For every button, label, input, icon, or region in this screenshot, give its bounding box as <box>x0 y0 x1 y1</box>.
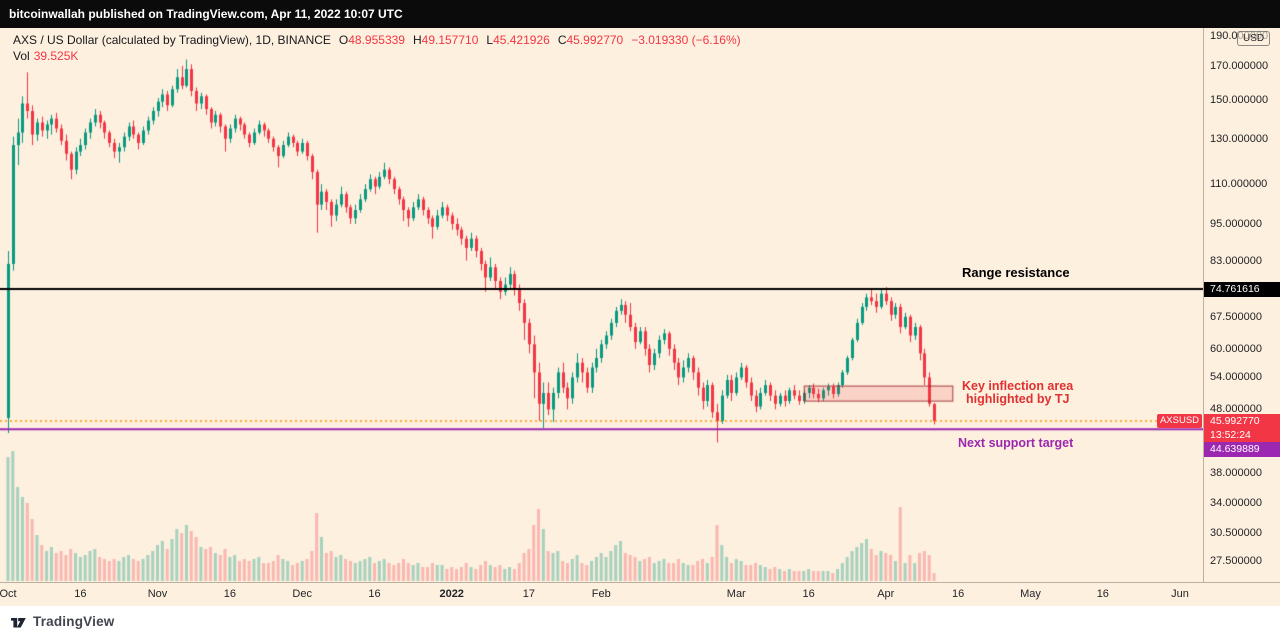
high-label: H <box>412 33 422 47</box>
time-tick-label: 16 <box>74 588 87 600</box>
close-label: C <box>557 33 567 47</box>
time-tick-label: 16 <box>802 588 815 600</box>
price-tick-label: 27.500000 <box>1210 554 1262 567</box>
attribution-text: bitcoinwallah published on TradingView.c… <box>9 7 403 21</box>
price-tick-label: 60.000000 <box>1210 342 1262 355</box>
time-tick-label: Dec <box>292 588 312 600</box>
time-tick-label: 16 <box>952 588 965 600</box>
time-tick-label: Nov <box>147 588 168 600</box>
time-tick-label: 16 <box>223 588 236 600</box>
price-tick-label: 170.000000 <box>1210 59 1269 72</box>
price-tick-label: 110.000000 <box>1210 178 1268 191</box>
close-value: 45.992770 <box>566 33 624 47</box>
time-tick-label: 16 <box>368 588 381 600</box>
time-tick-label: Apr <box>877 588 895 600</box>
price-tick-label: 48.000000 <box>1210 403 1262 416</box>
low-value: 45.421926 <box>493 33 550 47</box>
price-tick-label: 130.000000 <box>1210 132 1269 145</box>
price-tick-label: 95.000000 <box>1210 217 1262 230</box>
time-tick-label: Jun <box>1171 588 1189 600</box>
chart-legend[interactable]: AXS / US Dollar (calculated by TradingVi… <box>13 33 741 47</box>
price-tick-label: 34.000000 <box>1210 497 1262 510</box>
symbol-title: AXS / US Dollar (calculated by TradingVi… <box>13 33 331 47</box>
price-axis[interactable]: 190.000000170.000000150.000000130.000000… <box>1203 28 1280 606</box>
open-label: O <box>338 33 349 47</box>
footer-bar: TradingView <box>0 606 1280 640</box>
volume-value: 39.525K <box>33 49 79 63</box>
time-tick-label: 2022 <box>439 588 464 600</box>
tradingview-logo-icon <box>11 618 26 628</box>
price-tick-label: 83.000000 <box>1210 254 1262 267</box>
change-value: −3.019330 (−6.16%) <box>631 33 741 47</box>
time-tick-label: 17 <box>522 588 535 600</box>
time-axis[interactable]: Oct 16 Nov 16 Dec 16 2022 17 Feb Mar 16 Apr 16 May 16 J… <box>0 582 1280 606</box>
high-value: 49.157710 <box>421 33 479 47</box>
share-topbar: bitcoinwallah published on TradingView.c… <box>0 0 1280 28</box>
price-tick-label: 38.000000 <box>1210 466 1262 479</box>
time-tick-label: Mar <box>726 588 746 600</box>
currency-toggle-button[interactable]: USD <box>1237 31 1271 46</box>
open-value: 48.955339 <box>348 33 405 47</box>
time-tick-label: 16 <box>1096 588 1109 600</box>
low-label: L <box>486 33 494 47</box>
price-tick-label: 150.000000 <box>1210 93 1269 106</box>
volume-label: Vol <box>13 49 30 63</box>
price-tick-label: 30.500000 <box>1210 526 1262 539</box>
tradingview-brand-link[interactable]: TradingView <box>10 613 114 630</box>
time-tick-label: Oct <box>0 588 17 600</box>
tradingview-brand-text: TradingView <box>33 614 115 629</box>
volume-legend: Vol 39.525K <box>13 49 78 63</box>
time-tick-label: May <box>1020 588 1041 600</box>
price-tick-label: 54.000000 <box>1210 371 1262 384</box>
time-tick-label: Feb <box>591 588 611 600</box>
price-tick-label: 67.500000 <box>1210 310 1262 323</box>
